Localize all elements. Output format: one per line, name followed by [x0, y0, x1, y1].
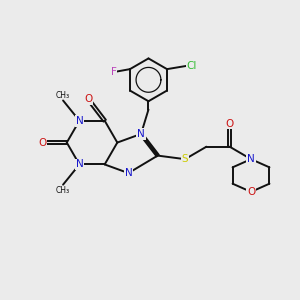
- Text: N: N: [76, 159, 83, 170]
- Text: O: O: [38, 138, 46, 148]
- Text: O: O: [84, 94, 92, 104]
- Text: N: N: [247, 154, 255, 164]
- Text: O: O: [247, 187, 255, 197]
- Text: N: N: [137, 129, 145, 139]
- Text: F: F: [111, 67, 116, 77]
- Text: Cl: Cl: [187, 61, 197, 70]
- Text: CH₃: CH₃: [56, 185, 70, 194]
- Text: N: N: [124, 168, 132, 178]
- Text: S: S: [182, 154, 188, 164]
- Text: O: O: [226, 118, 234, 128]
- Text: CH₃: CH₃: [56, 91, 70, 100]
- Text: N: N: [76, 116, 83, 126]
